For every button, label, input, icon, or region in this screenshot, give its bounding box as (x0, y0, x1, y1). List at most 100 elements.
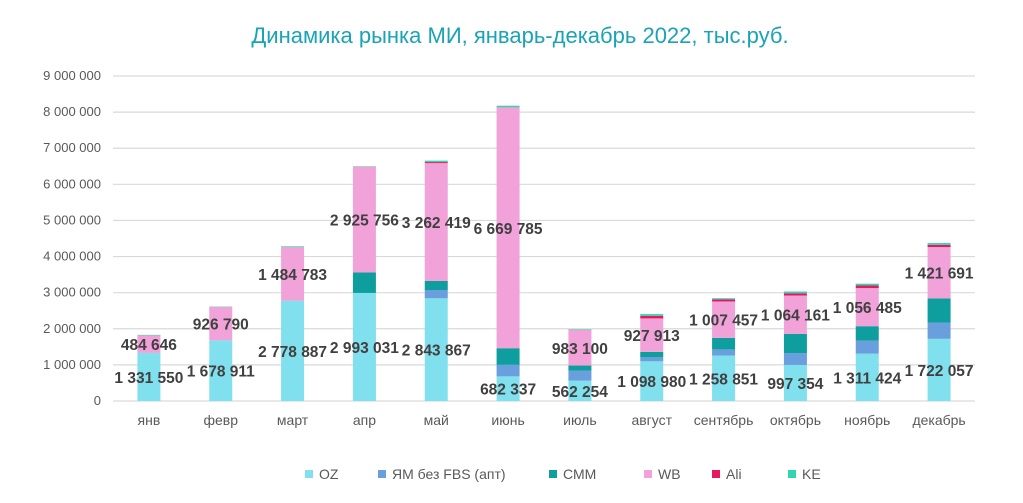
legend-label: СММ (563, 466, 596, 482)
bar-segment-KE (496, 105, 520, 108)
bar-segment-Ali (927, 244, 951, 248)
bar-segment-WB (640, 318, 664, 352)
x-tick-label: октябрь (770, 412, 821, 428)
bar-segment-СММ (855, 326, 879, 341)
data-label: 2 778 887 (258, 344, 327, 361)
data-label: 983 100 (552, 341, 608, 358)
bar-segment-Ali (855, 285, 879, 289)
legend-label: WB (658, 466, 681, 482)
x-tick-label: янв (138, 412, 161, 428)
legend-swatch (378, 470, 386, 478)
y-tick-label: 9 000 000 (43, 68, 101, 83)
x-tick-label: июнь (491, 412, 524, 428)
bar-segment-ЯМ без FBS (апт) (568, 370, 592, 381)
bar-segment-KE (568, 329, 592, 330)
data-label: 682 337 (480, 382, 536, 399)
x-tick-label: май (424, 412, 449, 428)
data-label: 1 056 485 (833, 300, 902, 317)
bar-segment-СММ (640, 351, 664, 358)
bar-segment-OZ (855, 353, 879, 401)
y-tick-label: 0 (94, 393, 101, 408)
y-tick-label: 5 000 000 (43, 212, 101, 227)
data-label: 6 669 785 (474, 221, 543, 238)
bar-segment-OZ (640, 361, 664, 401)
data-label: 1 484 783 (258, 267, 327, 284)
chart-title: Динамика рынка МИ, январь-декабрь 2022, … (251, 23, 788, 48)
x-tick-label: ноябрь (844, 412, 890, 428)
y-tick-label: 3 000 000 (43, 285, 101, 300)
y-tick-label: 8 000 000 (43, 104, 101, 119)
bar-segment-OZ (352, 292, 376, 401)
x-tick-label: август (631, 412, 672, 428)
data-label: 1 722 057 (905, 363, 974, 380)
legend-label: OZ (319, 466, 339, 482)
legend-swatch (305, 470, 313, 478)
data-label: 2 925 756 (330, 213, 399, 230)
data-label: 2 843 867 (402, 343, 471, 360)
bar-segment-ЯМ без FBS (апт) (640, 357, 664, 362)
bar-segment-ЯМ без FBS (апт) (783, 353, 807, 365)
data-label: 1 678 911 (187, 364, 255, 381)
bar-segment-Ali (640, 315, 664, 319)
bar-segment-WB (281, 247, 305, 301)
data-label: 1 064 161 (761, 308, 830, 325)
bar-segment-OZ (424, 298, 448, 401)
bar-segment-WB (137, 335, 161, 353)
y-tick-label: 6 000 000 (43, 176, 101, 191)
y-tick-label: 1 000 000 (43, 357, 101, 372)
legend-label: KE (802, 466, 821, 482)
bar-segment-OZ (927, 338, 951, 401)
x-tick-label: декабрь (912, 412, 965, 428)
bar-segment-WB (568, 330, 592, 366)
bar-segment-ЯМ без FBS (апт) (855, 340, 879, 354)
x-tick-label: июль (563, 412, 596, 428)
bar-segment-OZ (496, 376, 520, 401)
bar-segment-OZ (137, 352, 161, 401)
data-label: 1 331 550 (114, 370, 183, 387)
data-label: 1 098 980 (617, 374, 686, 391)
data-label: 562 254 (552, 384, 608, 401)
bar-segment-СММ (352, 272, 376, 293)
x-tick-label: апр (353, 412, 376, 428)
legend-label: ЯМ без FBS (апт) (392, 466, 506, 482)
data-label: 1 007 457 (689, 313, 758, 330)
bar-segment-OZ (783, 364, 807, 401)
bar-segment-СММ (424, 280, 448, 290)
bar-segment-СММ (783, 333, 807, 354)
x-tick-label: февр (203, 412, 238, 428)
data-label: 3 262 419 (402, 215, 471, 232)
bar-segment-WB (712, 301, 736, 338)
bar-segment-WB (927, 247, 951, 299)
data-label: 926 790 (193, 317, 249, 334)
x-tick-label: март (277, 412, 309, 428)
bar-segment-OZ (209, 340, 233, 401)
data-label: 2 993 031 (330, 340, 399, 357)
y-tick-label: 7 000 000 (43, 140, 101, 155)
legend-swatch (549, 470, 557, 478)
bar-segment-ЯМ без FBS (апт) (496, 364, 520, 377)
y-tick-label: 4 000 000 (43, 249, 101, 264)
data-label: 484 646 (121, 337, 177, 354)
bar-segment-WB (209, 306, 233, 341)
data-label: 1 421 691 (905, 266, 974, 283)
bar-segment-Ali (424, 162, 448, 164)
bar-segment-СММ (496, 348, 520, 365)
bar-segment-ЯМ без FBS (апт) (927, 322, 951, 339)
bar-segment-Ali (712, 299, 736, 302)
bar-segment-ЯМ без FBS (апт) (712, 349, 736, 356)
legend-swatch (788, 470, 796, 478)
bar-segment-OZ (568, 380, 592, 401)
x-tick-label: сентябрь (694, 412, 754, 428)
data-label: 1 311 424 (833, 370, 901, 387)
bar-segment-WB (783, 295, 807, 334)
legend-swatch (712, 470, 720, 478)
bar-segment-KE (281, 246, 305, 248)
data-label: 1 258 851 (689, 371, 758, 388)
bar-segment-KE (855, 283, 879, 286)
bar-segment-ЯМ без FBS (апт) (424, 289, 448, 299)
legend-label: Ali (726, 466, 742, 482)
bar-segment-WB (855, 288, 879, 327)
bar-segment-OZ (712, 355, 736, 401)
legend-swatch (644, 470, 652, 478)
